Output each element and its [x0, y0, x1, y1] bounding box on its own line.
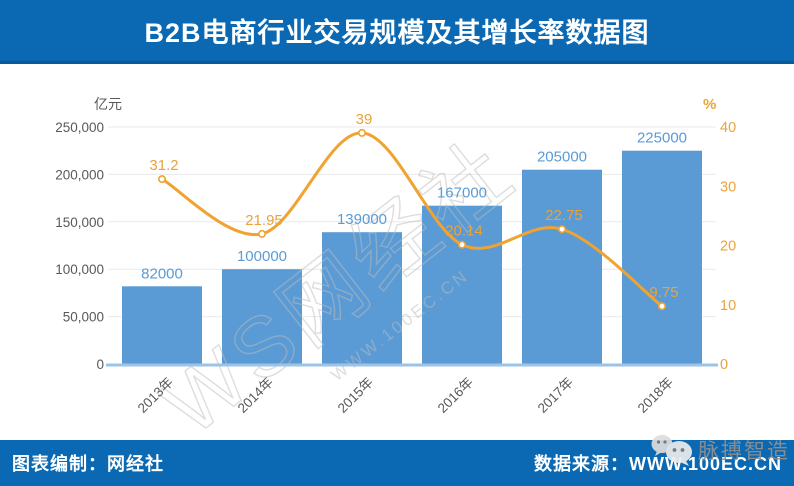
- bar-value-label: 167000: [437, 185, 487, 202]
- page-title: B2B电商行业交易规模及其增长率数据图: [144, 18, 650, 48]
- x-axis-category-label: 2016年: [435, 375, 476, 416]
- line-point-marker: [257, 229, 266, 238]
- line-value-label: 39: [356, 111, 373, 128]
- brand-watermark: 脉搏智造: [649, 431, 790, 469]
- bar-2016年: [422, 205, 502, 364]
- left-axis-tick-label: 250,000: [55, 120, 104, 135]
- chart-area: 亿元 % WS网经社 WWW.100EC.CN 82000 100000 139000 1…: [0, 64, 794, 466]
- right-axis-tick-label: 20: [720, 239, 736, 255]
- left-axis-unit-label: 亿元: [94, 96, 122, 112]
- line-point-marker: [557, 225, 566, 234]
- line-value-label: 22.75: [545, 207, 583, 224]
- line-point-marker: [357, 128, 366, 137]
- bar-2018年: [622, 150, 702, 364]
- left-axis-tick-label: 100,000: [55, 262, 104, 277]
- combo-bar-line-chart: WS网经社WWW.100EC.CN82000100000139000167000…: [55, 111, 736, 440]
- right-axis-tick-label: 40: [720, 120, 736, 136]
- footer-source: 数据来源：WWW.100EC.CN: [533, 454, 782, 474]
- x-axis-category-label: 2018年: [635, 375, 676, 416]
- growth-rate-line: [160, 131, 664, 308]
- left-axis-tick-label: 50,000: [63, 310, 104, 325]
- bar-2014年: [222, 269, 302, 364]
- line-point-marker: [457, 240, 466, 249]
- x-axis-category-label: 2017年: [535, 375, 576, 416]
- right-axis-tick-label: 30: [720, 179, 736, 195]
- right-axis-tick-label: 0: [720, 357, 728, 373]
- line-value-label: 9.75: [649, 284, 678, 301]
- bar-value-label: 205000: [537, 149, 587, 166]
- line-value-label: 20.14: [445, 223, 483, 240]
- title-bar: B2B电商行业交易规模及其增长率数据图: [0, 0, 794, 64]
- wechat-bubbles-icon: [651, 435, 692, 466]
- left-axis-tick-label: 200,000: [55, 167, 104, 182]
- footer-credit: 图表编制：网经社: [12, 454, 164, 474]
- bar-value-label: 100000: [237, 248, 287, 265]
- bar-value-label: 82000: [141, 265, 183, 282]
- bar-2013年: [122, 286, 202, 364]
- brand-name: 脉搏智造: [698, 440, 790, 463]
- bar-2015年: [322, 232, 402, 364]
- line-value-label: 31.2: [149, 157, 178, 174]
- bar-value-label: 139000: [337, 211, 387, 228]
- left-axis-tick-label: 0: [96, 357, 104, 372]
- line-value-label: 21.95: [245, 212, 283, 229]
- line-point-marker: [657, 302, 666, 311]
- line-point-marker: [158, 175, 167, 184]
- bar-value-label: 225000: [637, 130, 687, 147]
- right-axis-unit-label: %: [703, 96, 717, 113]
- right-axis-tick-label: 10: [720, 298, 736, 314]
- left-axis-tick-label: 150,000: [55, 215, 104, 230]
- bar-2017年: [522, 169, 602, 364]
